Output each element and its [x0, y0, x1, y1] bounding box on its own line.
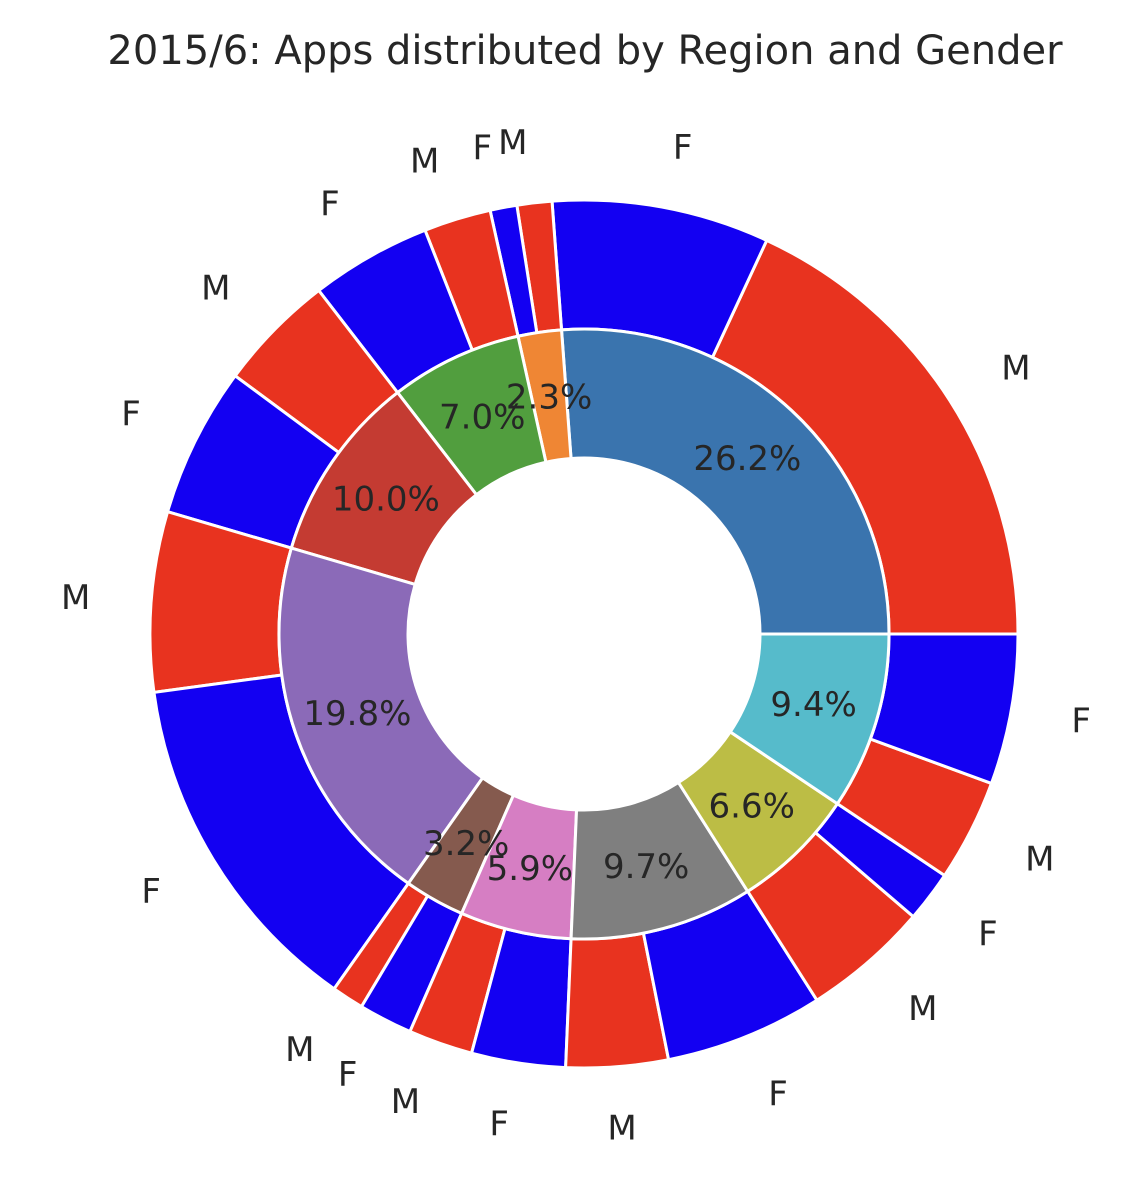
outer-label-18: F — [978, 914, 998, 954]
outer-label-17: M — [908, 989, 937, 1029]
outer-label-14: F — [489, 1104, 509, 1144]
outer-label-1: M — [1001, 349, 1030, 389]
pct-label-4: 10.0% — [332, 480, 440, 520]
outer-label-13: M — [391, 1082, 420, 1122]
outer-ring — [148, 198, 1020, 1070]
outer-label-2: F — [673, 128, 693, 168]
outer-label-19: M — [1025, 840, 1054, 880]
pct-label-3: 7.0% — [439, 398, 525, 438]
outer-label-15: M — [607, 1109, 636, 1149]
outer-label-7: M — [201, 269, 230, 309]
inner-wedge-5 — [277, 546, 485, 886]
inner-ring — [277, 327, 891, 941]
pct-label-10: 9.4% — [770, 685, 856, 725]
pct-label-1: 26.2% — [693, 439, 801, 479]
pct-label-9: 6.6% — [709, 787, 795, 827]
pct-label-7: 5.9% — [487, 849, 573, 889]
pct-label-2: 2.3% — [506, 378, 592, 418]
outer-label-3: M — [498, 123, 527, 163]
pct-label-8: 9.7% — [603, 847, 689, 887]
outer-label-8: F — [121, 395, 141, 435]
outer-label-11: M — [285, 1030, 314, 1070]
outer-label-20: F — [1071, 702, 1091, 742]
outer-label-9: M — [61, 578, 90, 618]
outer-label-10: F — [141, 872, 161, 912]
inner-labels: 26.2% 2.3%7.0% 10.0% 19.8% 3.2%5.9% 9.7% 6.6% 9… — [303, 378, 856, 889]
outer-label-6: F — [320, 185, 340, 225]
chart-title: 2015/6: Apps distributed by Region and G… — [107, 28, 1063, 74]
inner-wedge-1 — [559, 327, 891, 636]
outer-label-12: F — [338, 1055, 358, 1095]
outer-label-4: F — [473, 129, 493, 169]
inner-wedge-10 — [728, 632, 891, 806]
outer-label-16: F — [768, 1074, 788, 1114]
pct-label-5: 19.8% — [303, 694, 411, 734]
pct-label-6: 3.2% — [423, 824, 509, 864]
outer-label-5: M — [410, 142, 439, 182]
